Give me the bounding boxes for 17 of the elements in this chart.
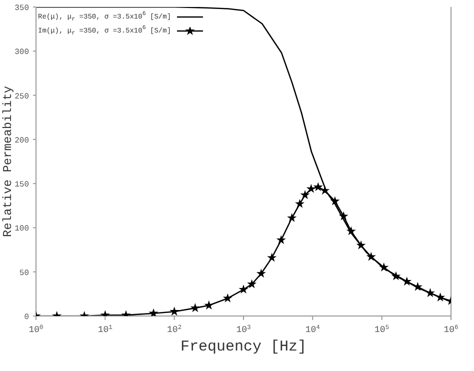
y-tick-label: 300 [14, 48, 30, 58]
y-tick-label: 0 [24, 313, 30, 322]
y-tick-label: 100 [14, 224, 30, 234]
x-tick-label: 10$^{3}$ [236, 324, 252, 335]
y-tick-label: 150 [14, 180, 30, 190]
y-tick-label: 250 [14, 92, 30, 102]
x-tick-label: 10$^{1}$ [98, 324, 113, 335]
x-axis-title: Frequency [Hz] [180, 338, 307, 356]
y-tick-label: 350 [14, 4, 30, 13]
y-tick-label: 200 [14, 136, 30, 146]
y-tick-label: 50 [19, 268, 30, 278]
x-tick-label: 10$^{6}$ [444, 324, 459, 335]
y-axis-title: Relative Permeability [1, 86, 15, 238]
x-tick-label: 10$^{2}$ [167, 324, 182, 335]
x-tick-label: 10$^{4}$ [305, 324, 320, 335]
x-tick-label: 10$^{5}$ [374, 324, 390, 335]
x-tick-label: 10$^{0}$ [28, 324, 44, 335]
